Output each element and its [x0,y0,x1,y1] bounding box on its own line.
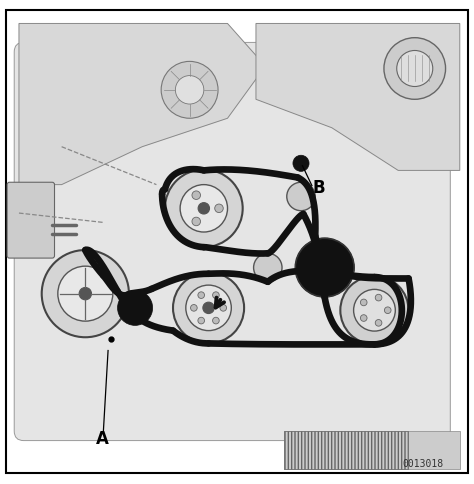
Circle shape [215,205,223,213]
Circle shape [360,300,367,306]
Circle shape [384,39,446,100]
Circle shape [360,315,367,322]
FancyBboxPatch shape [7,183,55,258]
Circle shape [203,302,214,314]
Circle shape [375,320,382,327]
Circle shape [192,218,201,226]
FancyBboxPatch shape [284,431,408,469]
Circle shape [79,288,91,300]
Circle shape [198,203,210,214]
Circle shape [198,292,205,299]
Circle shape [165,170,243,248]
Circle shape [161,62,218,119]
Circle shape [340,276,409,345]
Circle shape [384,307,391,314]
Polygon shape [19,24,265,185]
Circle shape [191,305,197,312]
Circle shape [375,295,382,302]
Circle shape [287,183,315,211]
Circle shape [254,254,282,282]
Circle shape [186,286,231,331]
Circle shape [175,76,204,105]
Text: B: B [312,179,325,197]
FancyBboxPatch shape [6,11,468,473]
Circle shape [173,273,244,344]
Polygon shape [284,431,460,469]
FancyBboxPatch shape [14,44,450,440]
Circle shape [58,267,113,321]
Circle shape [295,239,354,297]
Circle shape [354,290,395,332]
Polygon shape [256,24,460,171]
Circle shape [295,239,354,297]
Circle shape [192,192,201,200]
Circle shape [397,51,433,87]
Circle shape [293,156,309,172]
Circle shape [42,251,129,337]
Circle shape [198,318,205,324]
Circle shape [118,291,153,326]
Text: A: A [95,429,109,447]
Circle shape [180,185,228,232]
Text: 0013018: 0013018 [402,458,443,468]
Circle shape [212,292,219,299]
Circle shape [220,305,227,312]
Circle shape [212,318,219,324]
